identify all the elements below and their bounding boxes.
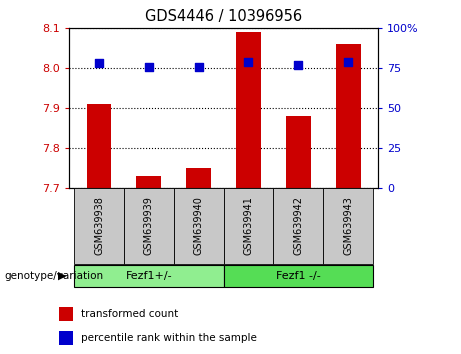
FancyBboxPatch shape (124, 188, 174, 264)
Bar (236, 32, 261, 188)
Point (245, 59, 252, 65)
Text: genotype/variation: genotype/variation (5, 271, 104, 281)
Text: Fezf1 -/-: Fezf1 -/- (276, 271, 321, 281)
Text: GSM639938: GSM639938 (94, 196, 104, 255)
Text: ▶: ▶ (58, 271, 66, 281)
Point (145, 64, 153, 69)
Text: GSM639939: GSM639939 (144, 196, 154, 255)
Point (95, 61, 103, 66)
Text: GSM639941: GSM639941 (243, 196, 254, 255)
Text: Fezf1+/-: Fezf1+/- (125, 271, 172, 281)
FancyBboxPatch shape (323, 188, 373, 264)
Bar (336, 44, 361, 188)
Text: GSM639940: GSM639940 (194, 196, 204, 255)
Bar (59, 331, 73, 344)
Text: GSM639942: GSM639942 (293, 196, 303, 255)
Point (195, 64, 202, 69)
Text: percentile rank within the sample: percentile rank within the sample (81, 332, 257, 343)
Bar (59, 307, 73, 321)
Bar (186, 168, 211, 188)
Bar (87, 104, 112, 188)
Point (344, 59, 352, 65)
Point (295, 62, 302, 68)
FancyBboxPatch shape (74, 265, 224, 287)
FancyBboxPatch shape (224, 265, 373, 287)
FancyBboxPatch shape (74, 188, 124, 264)
FancyBboxPatch shape (224, 188, 273, 264)
Text: GSM639943: GSM639943 (343, 196, 353, 255)
Bar (136, 176, 161, 188)
Title: GDS4446 / 10396956: GDS4446 / 10396956 (145, 9, 302, 24)
FancyBboxPatch shape (174, 188, 224, 264)
Bar (286, 116, 311, 188)
FancyBboxPatch shape (273, 188, 323, 264)
Text: transformed count: transformed count (81, 309, 178, 319)
